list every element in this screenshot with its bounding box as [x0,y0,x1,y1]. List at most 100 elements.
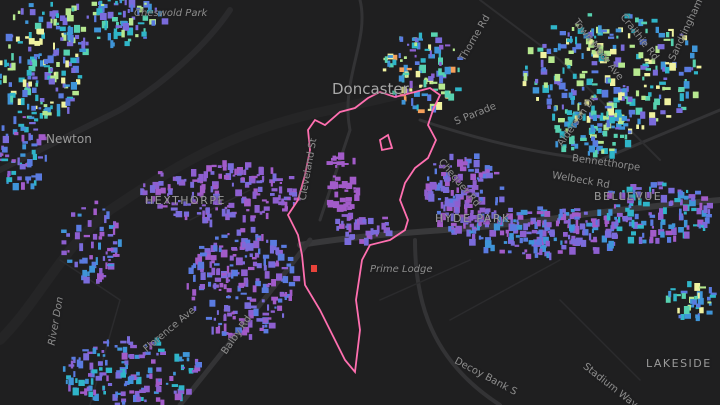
building [243,277,248,284]
building [272,300,277,305]
building [18,77,25,83]
building [22,116,26,119]
building [440,201,444,209]
building [416,104,419,111]
building [435,37,443,44]
building [428,44,432,51]
building [28,3,34,8]
building [532,87,540,94]
building [592,221,599,228]
building [226,209,230,215]
building [696,207,702,215]
building [448,66,456,73]
building [288,295,292,301]
building [49,11,53,17]
building [642,239,647,244]
building [240,330,248,336]
road [479,0,661,161]
building [603,115,609,120]
building [56,110,61,117]
building [208,281,212,287]
building [448,226,451,232]
building [605,77,611,84]
district-label: HYDE PARK [435,212,511,225]
building [268,317,272,320]
building [608,240,614,249]
building [124,360,129,366]
building [42,11,45,15]
building [499,249,505,254]
building [18,123,25,127]
building [673,293,677,302]
building [161,18,169,25]
building [1,146,8,153]
building [464,207,468,216]
building [503,241,508,244]
building [703,205,708,213]
building [26,69,32,76]
building [61,101,67,108]
building [226,295,231,299]
building [438,57,443,65]
building [686,225,690,230]
building [205,207,210,214]
building [277,305,283,311]
building [105,367,113,373]
building [35,105,38,110]
building [244,255,248,258]
building [388,63,394,68]
building [566,59,573,66]
building [76,57,80,64]
building [641,125,645,130]
building [561,245,567,250]
building [706,214,712,218]
building [346,215,351,221]
building [193,306,197,311]
building [484,165,490,173]
building [192,289,197,296]
building [173,213,180,216]
building [597,219,600,227]
building [171,384,178,387]
major-road [413,238,502,405]
building [466,195,472,203]
building [485,172,493,179]
building [680,314,685,320]
building [648,59,652,64]
building [618,126,626,130]
building [104,215,107,224]
building [252,191,257,199]
building [33,54,39,57]
building [620,134,624,138]
building [489,165,493,171]
building [439,75,444,84]
building [684,66,692,73]
building [286,263,292,267]
building [588,145,595,153]
building [217,165,222,168]
building [227,272,231,278]
building [525,253,532,260]
building [270,310,275,313]
building [139,389,146,393]
building [658,94,662,99]
building [569,136,575,145]
building [350,204,355,209]
building [73,356,76,364]
building [235,327,242,333]
building [37,156,43,159]
building [246,296,252,300]
building [145,197,148,204]
building [209,299,216,307]
building [112,254,120,257]
building [439,44,444,50]
building [216,269,220,276]
building [14,132,19,136]
building [488,215,491,218]
building [284,201,288,209]
building [287,256,294,261]
building [542,85,549,93]
building [697,313,700,316]
building [106,211,110,220]
